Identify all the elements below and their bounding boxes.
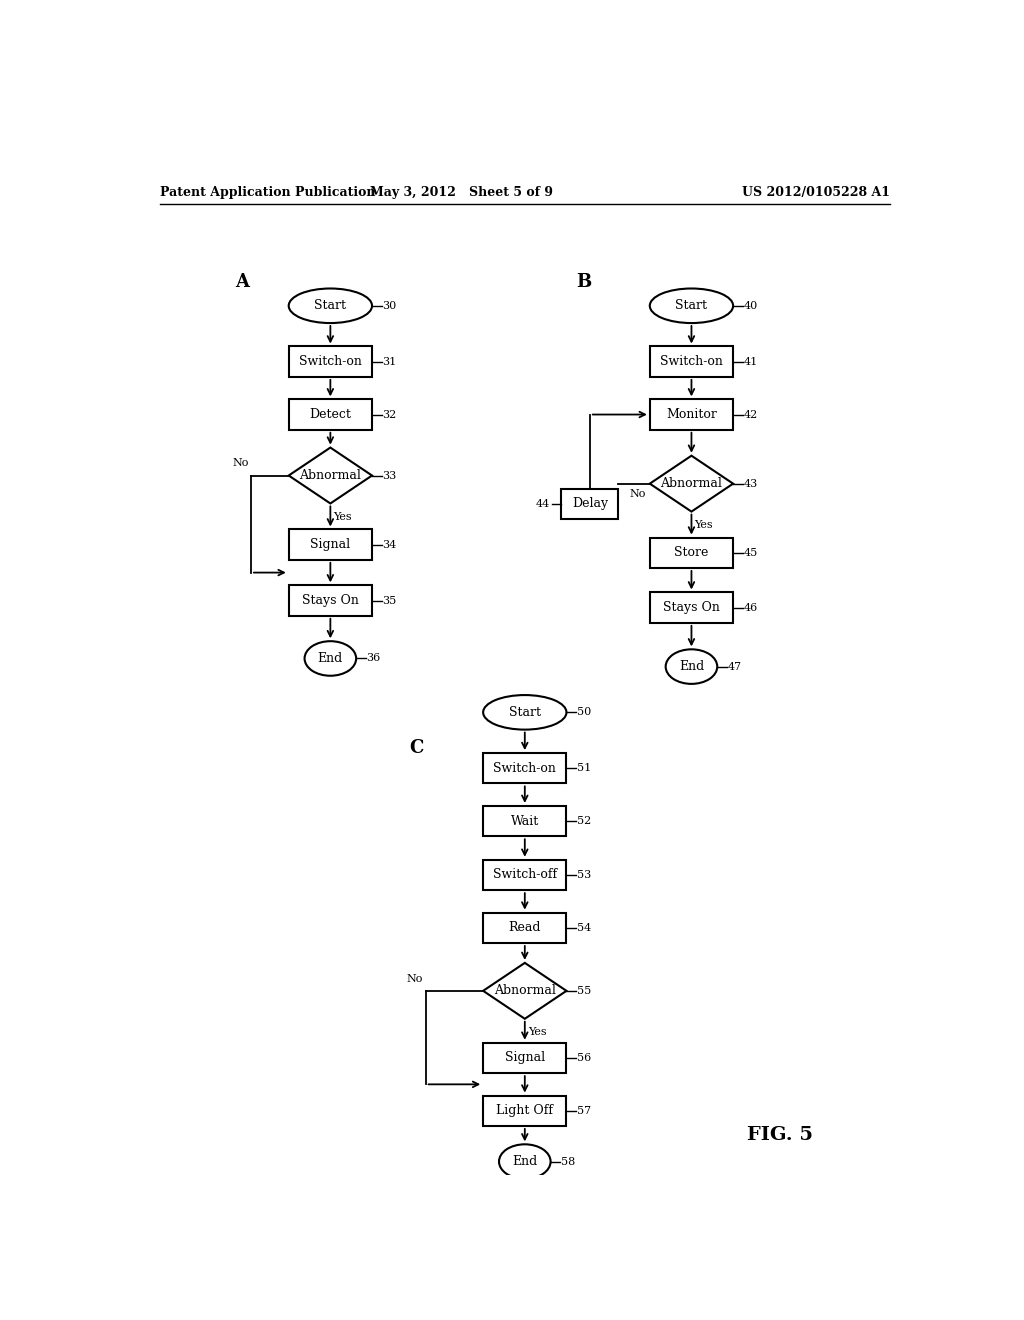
- Text: 36: 36: [367, 653, 381, 664]
- Text: 41: 41: [743, 356, 758, 367]
- Text: Stays On: Stays On: [302, 594, 358, 607]
- Text: 55: 55: [577, 986, 591, 995]
- Text: Detect: Detect: [309, 408, 351, 421]
- Bar: [483, 805, 566, 837]
- Text: Start: Start: [676, 300, 708, 313]
- Text: Abnormal: Abnormal: [660, 477, 722, 490]
- Bar: [650, 537, 733, 568]
- Bar: [650, 346, 733, 378]
- Text: Store: Store: [674, 546, 709, 560]
- Text: Switch-on: Switch-on: [299, 355, 361, 368]
- Text: C: C: [410, 739, 424, 756]
- Ellipse shape: [666, 649, 717, 684]
- Text: No: No: [232, 458, 249, 469]
- Bar: [650, 399, 733, 430]
- Text: 45: 45: [743, 548, 758, 558]
- Bar: [483, 912, 566, 942]
- Bar: [483, 1043, 566, 1073]
- Text: 53: 53: [577, 870, 591, 880]
- Text: Delay: Delay: [571, 498, 608, 511]
- Text: 58: 58: [561, 1156, 575, 1167]
- Text: 30: 30: [382, 301, 396, 310]
- Text: Start: Start: [509, 706, 541, 719]
- Bar: [289, 399, 372, 430]
- Text: 52: 52: [577, 816, 591, 826]
- Ellipse shape: [483, 696, 566, 730]
- Ellipse shape: [289, 289, 372, 323]
- Text: 54: 54: [577, 923, 591, 933]
- Text: Signal: Signal: [310, 539, 350, 552]
- Text: 47: 47: [728, 661, 741, 672]
- Text: Abnormal: Abnormal: [299, 469, 361, 482]
- Bar: [289, 346, 372, 378]
- Polygon shape: [289, 447, 372, 503]
- Text: 40: 40: [743, 301, 758, 310]
- Polygon shape: [483, 962, 566, 1019]
- Text: Light Off: Light Off: [497, 1105, 553, 1117]
- Text: 33: 33: [382, 470, 396, 480]
- Text: 51: 51: [577, 763, 591, 774]
- Text: May 3, 2012   Sheet 5 of 9: May 3, 2012 Sheet 5 of 9: [370, 186, 553, 199]
- Text: 42: 42: [743, 409, 758, 420]
- Text: Yes: Yes: [694, 520, 714, 529]
- Text: B: B: [577, 272, 592, 290]
- Text: 31: 31: [382, 356, 396, 367]
- Bar: [483, 859, 566, 890]
- Text: 44: 44: [536, 499, 550, 510]
- Text: End: End: [317, 652, 343, 665]
- Bar: [289, 585, 372, 616]
- Text: Monitor: Monitor: [666, 408, 717, 421]
- Ellipse shape: [650, 289, 733, 323]
- Text: 57: 57: [577, 1106, 591, 1115]
- Text: FIG. 5: FIG. 5: [748, 1126, 813, 1144]
- Text: Stays On: Stays On: [663, 601, 720, 614]
- Text: No: No: [630, 488, 646, 499]
- Polygon shape: [650, 455, 733, 512]
- Text: Yes: Yes: [334, 512, 352, 521]
- Text: 56: 56: [577, 1053, 591, 1063]
- Text: Wait: Wait: [511, 814, 539, 828]
- Text: Start: Start: [314, 300, 346, 313]
- Bar: [289, 529, 372, 560]
- Bar: [561, 488, 618, 519]
- Text: 34: 34: [382, 540, 396, 549]
- Text: 50: 50: [577, 708, 591, 717]
- Bar: [650, 593, 733, 623]
- Text: A: A: [236, 272, 249, 290]
- Ellipse shape: [499, 1144, 551, 1179]
- Bar: [483, 752, 566, 784]
- Text: 32: 32: [382, 409, 396, 420]
- Text: Patent Application Publication: Patent Application Publication: [160, 186, 375, 199]
- Text: Yes: Yes: [528, 1027, 547, 1038]
- Ellipse shape: [304, 642, 356, 676]
- Text: Switch-on: Switch-on: [660, 355, 723, 368]
- Text: Read: Read: [509, 921, 541, 935]
- Text: 43: 43: [743, 479, 758, 488]
- Text: No: No: [407, 974, 423, 983]
- Text: End: End: [512, 1155, 538, 1168]
- Text: Abnormal: Abnormal: [494, 985, 556, 998]
- Text: US 2012/0105228 A1: US 2012/0105228 A1: [741, 186, 890, 199]
- Text: End: End: [679, 660, 705, 673]
- Text: 35: 35: [382, 595, 396, 606]
- Text: Signal: Signal: [505, 1052, 545, 1064]
- Text: Switch-on: Switch-on: [494, 762, 556, 775]
- Text: Switch-off: Switch-off: [493, 869, 557, 882]
- Text: 46: 46: [743, 603, 758, 612]
- Bar: [483, 1096, 566, 1126]
